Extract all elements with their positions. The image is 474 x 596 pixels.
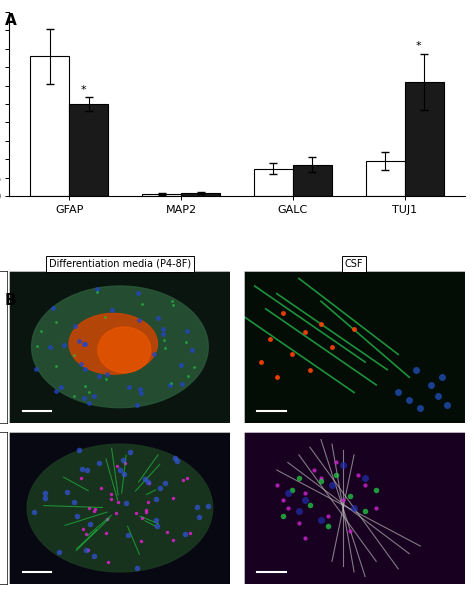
Text: *: * xyxy=(416,41,421,51)
Bar xyxy=(181,193,220,196)
Title: Differentiation media (P4-8F): Differentiation media (P4-8F) xyxy=(49,259,191,269)
Bar xyxy=(293,165,332,196)
Bar xyxy=(405,82,444,196)
Bar xyxy=(69,104,109,196)
Polygon shape xyxy=(98,327,151,372)
Bar xyxy=(365,161,405,196)
Text: B: B xyxy=(5,293,17,308)
Polygon shape xyxy=(27,444,213,572)
Bar xyxy=(30,56,69,196)
Text: *: * xyxy=(81,85,86,95)
Title: CSF: CSF xyxy=(345,259,364,269)
Text: A: A xyxy=(5,13,17,28)
Bar xyxy=(142,194,181,196)
Polygon shape xyxy=(69,313,157,374)
Bar xyxy=(254,169,293,196)
Polygon shape xyxy=(32,286,208,408)
